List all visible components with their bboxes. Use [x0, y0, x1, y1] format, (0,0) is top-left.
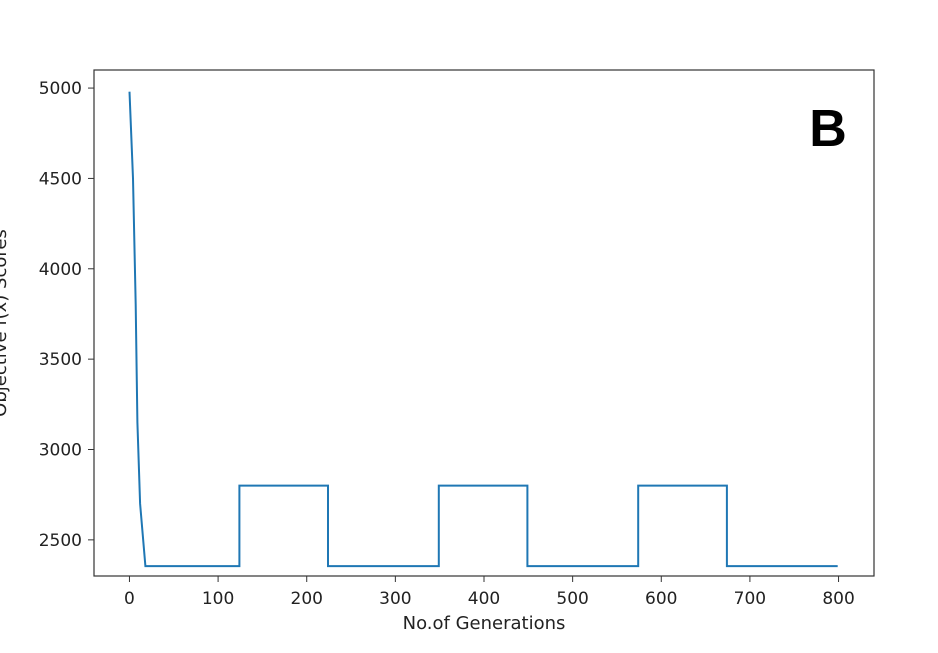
plot-area: [93, 69, 875, 577]
x-tick-label: 200: [291, 589, 323, 609]
x-tick-label: 600: [645, 589, 677, 609]
y-tick-label: 3000: [39, 441, 82, 461]
x-tick-label: 800: [822, 589, 854, 609]
y-tick-label: 2500: [39, 531, 82, 551]
panel-label: B: [809, 100, 847, 158]
y-tick-label: 4500: [39, 169, 82, 189]
y-tick-label: 4000: [39, 260, 82, 280]
y-axis: 2500 3000 3500 4000 4500 5000: [39, 79, 94, 551]
x-axis-label: No.of Generations: [403, 613, 566, 634]
y-tick-label: 3500: [39, 350, 82, 370]
y-axis-label: Objective f(x) Scores: [0, 229, 11, 417]
series-layer: [128, 91, 838, 568]
series-line: [128, 91, 838, 568]
x-tick-label: 400: [468, 589, 500, 609]
y-tick-label: 5000: [39, 79, 82, 99]
x-tick-label: 0: [124, 589, 135, 609]
x-tick-label: 300: [379, 589, 411, 609]
x-tick-label: 700: [734, 589, 766, 609]
x-axis: 0 100 200 300 400 500 600 700 800: [124, 576, 855, 609]
x-tick-label: 500: [556, 589, 588, 609]
x-tick-label: 100: [202, 589, 234, 609]
